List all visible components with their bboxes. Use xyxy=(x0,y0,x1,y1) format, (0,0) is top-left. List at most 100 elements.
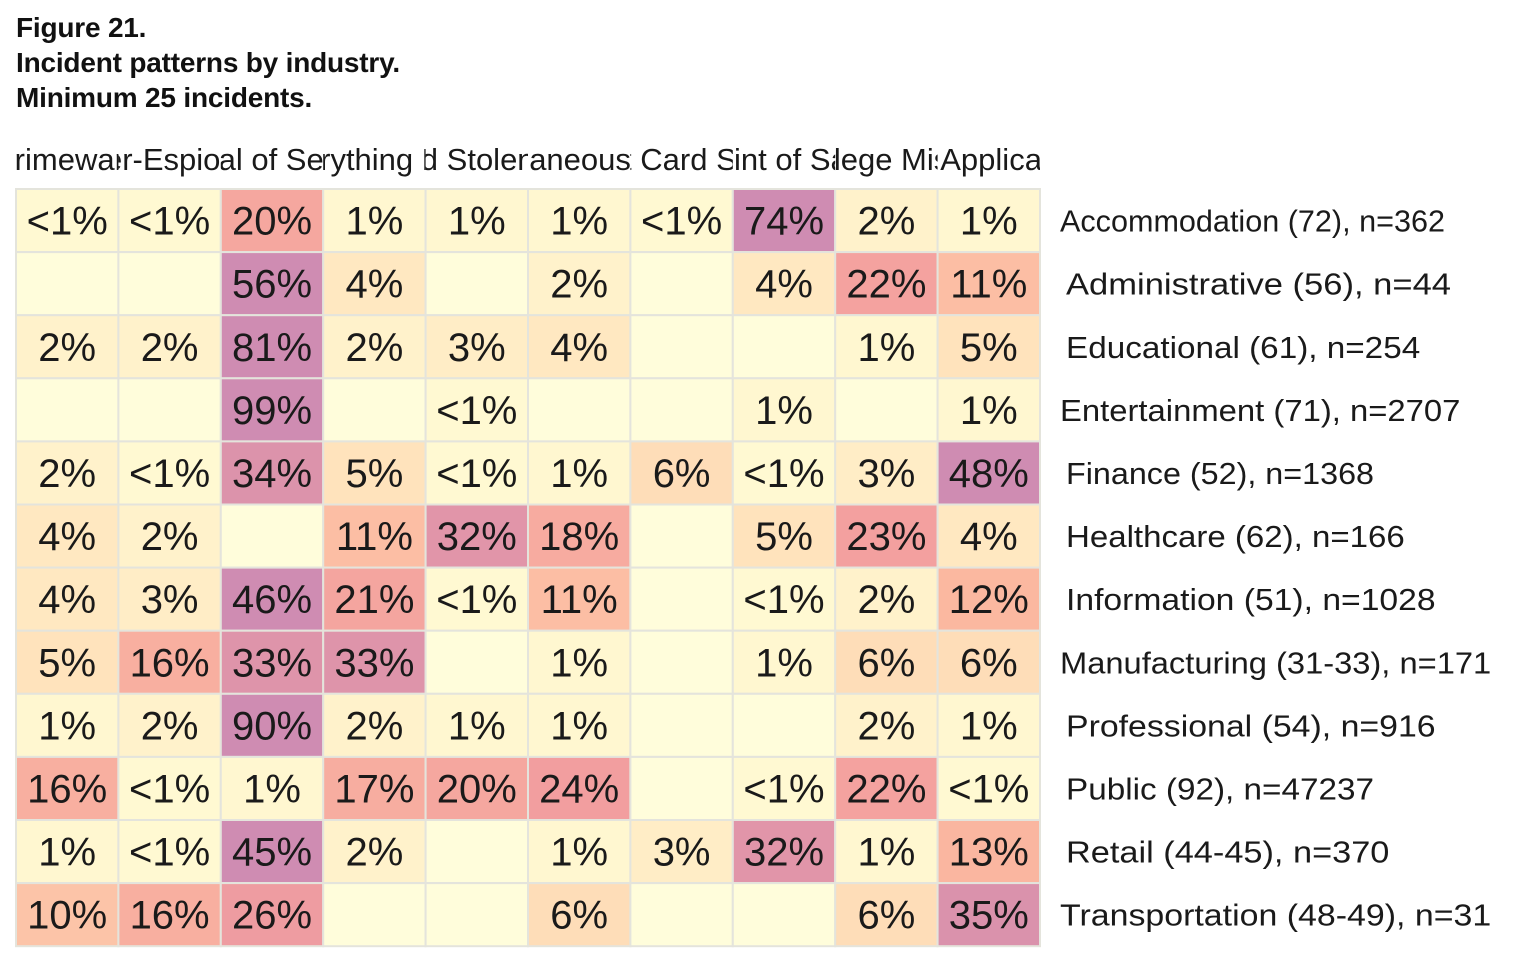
cell-value-label: 5% xyxy=(345,452,403,496)
cell-value-label: 5% xyxy=(755,515,813,559)
cell-value-label: 90% xyxy=(232,704,312,748)
cell-value-label: <1% xyxy=(129,452,210,496)
heatmap-cell xyxy=(322,314,427,380)
cell-value-label: 4% xyxy=(755,263,813,307)
heatmap-cell xyxy=(936,188,1041,254)
heatmap-cell xyxy=(15,503,120,569)
heatmap-cell xyxy=(731,629,837,695)
cell-value-label: 1% xyxy=(857,326,915,370)
row-label-educational: Educational (61), n=254 xyxy=(1066,330,1420,365)
column-label-privilege-misuse: Privilege Misuse xyxy=(774,142,1000,177)
cell-value-label: 1% xyxy=(960,389,1018,433)
row-label-entertainment: Entertainment (71), n=2707 xyxy=(1060,393,1460,428)
heatmap-cell xyxy=(527,629,632,695)
cell-value-label: 20% xyxy=(232,200,312,244)
heatmap-cell xyxy=(527,692,632,758)
heatmap-cell xyxy=(424,692,530,758)
cell-value-label: 3% xyxy=(653,831,711,875)
heatmap-cell xyxy=(834,692,939,758)
heatmap-cell xyxy=(936,377,1041,443)
cell-value-label: 1% xyxy=(38,704,96,748)
heatmap-cell xyxy=(936,629,1041,695)
heatmap-cell xyxy=(936,566,1041,632)
cell-value-label: 2% xyxy=(857,200,915,244)
cell-value-label: 11% xyxy=(541,578,618,622)
cell-value-label: 4% xyxy=(960,515,1018,559)
heatmap-cell xyxy=(219,314,325,380)
cell-value-label: 2% xyxy=(141,515,199,559)
column-label-denial-of-service: Denial of Service xyxy=(155,142,389,177)
cell-value-label: 2% xyxy=(38,326,96,370)
cell-value-label: 13% xyxy=(949,831,1029,875)
heatmap-cell xyxy=(731,819,837,885)
heatmap-cell xyxy=(322,503,427,569)
cell-value-label: 24% xyxy=(539,767,619,811)
column-label-payment-card-skimmers: Payment Card Skimmers xyxy=(509,142,854,177)
cell-value-label: 1% xyxy=(243,767,301,811)
heatmap-cell xyxy=(322,629,427,695)
cell-value-label: 46% xyxy=(232,578,312,622)
heatmap-cell xyxy=(117,377,222,443)
cell-value-label: 11% xyxy=(336,515,413,559)
row-label-professional: Professional (54), n=916 xyxy=(1066,708,1436,743)
cell-value-label: <1% xyxy=(436,389,517,433)
heatmap-cell xyxy=(629,503,734,569)
cell-value-label: 33% xyxy=(232,641,312,685)
heatmap-cell xyxy=(117,251,222,317)
heatmap-cell xyxy=(629,251,734,317)
column-label-miscellaneous-errors: Miscellaneous Errors xyxy=(434,142,723,177)
heatmap-cell xyxy=(15,882,120,948)
heatmap-cell xyxy=(731,503,837,569)
heatmap-cell xyxy=(15,566,120,632)
cell-value-label: 2% xyxy=(857,704,915,748)
heatmap-cell xyxy=(219,755,325,822)
row-label-manufacturing: Manufacturing (31-33), n=171 xyxy=(1060,645,1491,680)
heatmap-cell xyxy=(219,440,325,506)
heatmap-cell xyxy=(117,692,222,758)
cell-value-label: <1% xyxy=(641,200,722,244)
heatmap-cell xyxy=(424,251,530,317)
cell-value-label: 1% xyxy=(755,389,813,433)
cell-value-label: 1% xyxy=(857,831,915,875)
column-label-lost-and-stolen-assets: Lost and Stolen Assets xyxy=(319,142,634,177)
cell-value-label: 2% xyxy=(345,831,403,875)
cell-value-label: 10% xyxy=(27,894,107,938)
heatmap-cell xyxy=(936,503,1041,569)
row-label-public: Public (92), n=47237 xyxy=(1066,771,1374,806)
heatmap-cell xyxy=(731,755,837,822)
cell-value-label: 1% xyxy=(550,641,608,685)
heatmap-cell xyxy=(731,692,837,758)
row-label-healthcare: Healthcare (62), n=166 xyxy=(1066,519,1405,554)
heatmap-cell xyxy=(629,314,734,380)
cell-value-label: 4% xyxy=(38,578,96,622)
column-label-web-applications: Web Applications xyxy=(870,142,1107,177)
cell-value-label: <1% xyxy=(436,452,517,496)
cell-value-label: 1% xyxy=(345,200,403,244)
heatmap-cell xyxy=(629,882,734,948)
heatmap-cell xyxy=(424,503,530,569)
cell-value-label: 22% xyxy=(846,767,926,811)
cell-value-label: <1% xyxy=(129,767,210,811)
cell-value-label: 81% xyxy=(232,326,312,370)
figure-subtitle: Minimum 25 incidents. xyxy=(16,82,313,113)
heatmap-cell xyxy=(936,440,1041,506)
column-label-cyber-espionage: Cyber-Espionage xyxy=(50,142,290,177)
heatmap-cell xyxy=(219,251,325,317)
heatmap-cell xyxy=(117,755,222,822)
cell-value-label: 1% xyxy=(550,831,608,875)
row-label-administrative: Administrative (56), n=44 xyxy=(1066,267,1451,302)
heatmap-cell xyxy=(219,692,325,758)
heatmap-cell xyxy=(629,377,734,443)
heatmap-cell xyxy=(936,819,1041,885)
cell-value-label: 18% xyxy=(539,515,619,559)
heatmap-cell xyxy=(117,819,222,885)
heatmap-cell xyxy=(527,566,632,632)
heatmap-cell xyxy=(15,692,120,758)
heatmap-cell xyxy=(834,440,939,506)
cell-value-label: 16% xyxy=(130,894,210,938)
heatmap-cell xyxy=(629,692,734,758)
heatmap-cell xyxy=(424,882,530,948)
heatmap-cell xyxy=(629,755,734,822)
cell-value-label: 2% xyxy=(857,578,915,622)
